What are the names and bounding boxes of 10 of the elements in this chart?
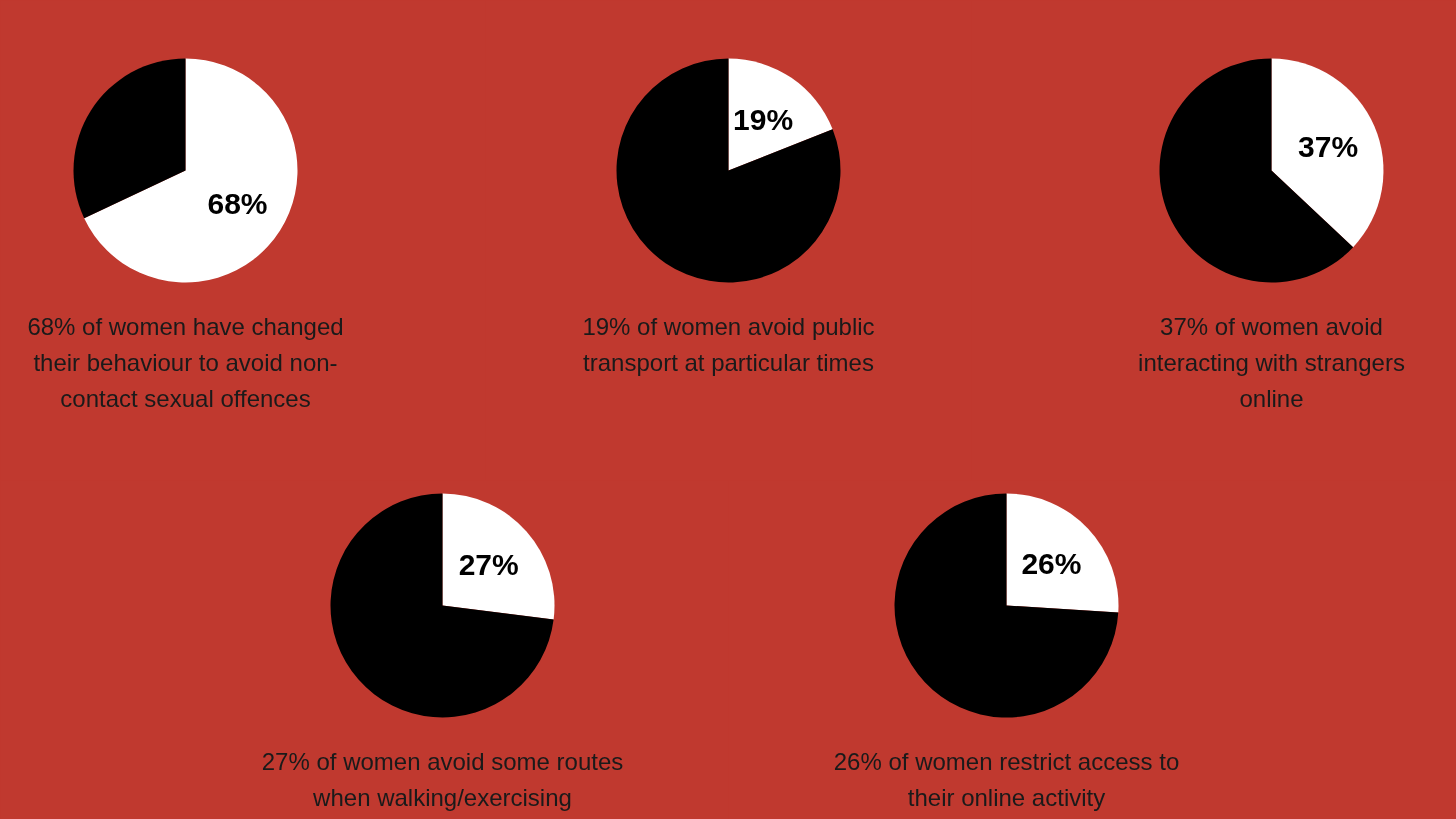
data-label: 19% xyxy=(733,103,794,137)
text: 68% of women have changed their behaviour to avoid non-contact sexual offences xyxy=(27,312,344,413)
data-label: 68% xyxy=(207,187,268,221)
text: 19% of women avoid public transport at particular times xyxy=(582,312,875,376)
data-label: 26% xyxy=(1021,546,1082,580)
data-label: 37% xyxy=(1298,129,1359,163)
data-label: 27% xyxy=(458,548,519,582)
text: 26% of women restrict access to their online activity xyxy=(833,747,1180,811)
text: 37% of women avoid interacting with strangers online xyxy=(1138,312,1405,413)
text: 27% of women avoid some routes when walking/exercising xyxy=(261,747,624,811)
